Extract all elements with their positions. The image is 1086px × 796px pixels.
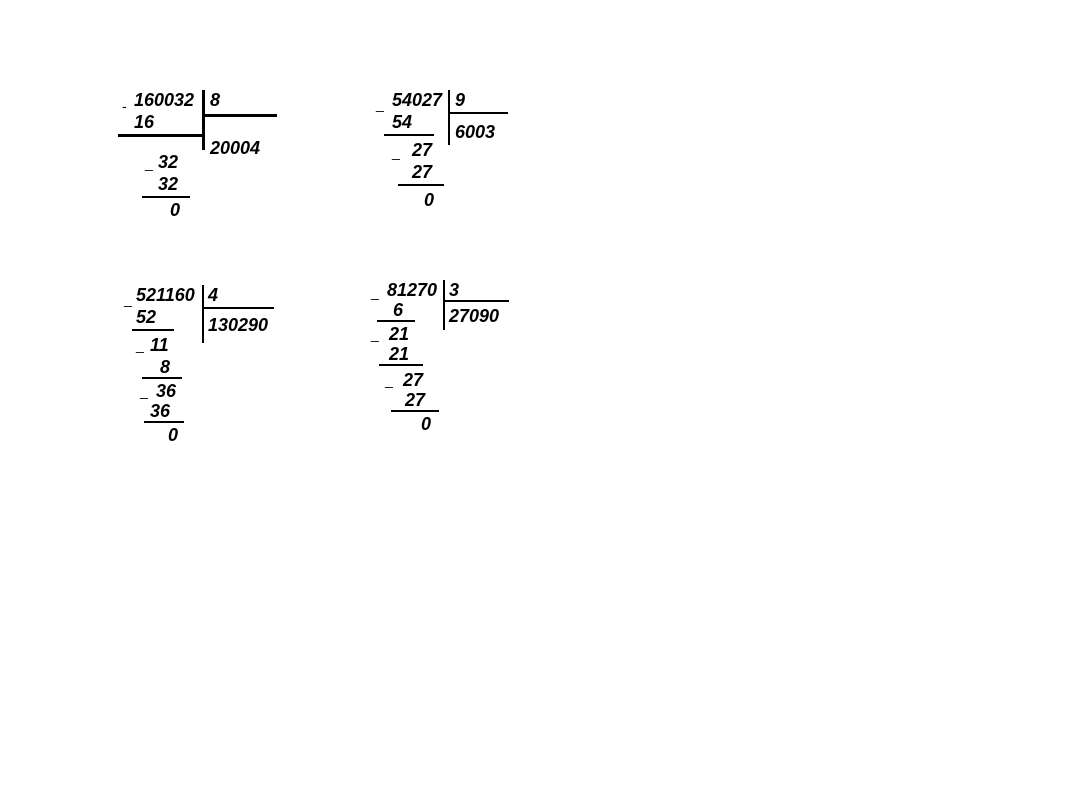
divisor-separator-vertical bbox=[443, 280, 445, 330]
minus-sign: - bbox=[122, 98, 127, 114]
step-value: 36 bbox=[150, 401, 170, 422]
quotient: 130290 bbox=[208, 315, 268, 336]
step-value: 27 bbox=[403, 370, 423, 391]
step-line bbox=[142, 377, 182, 379]
step-value: 0 bbox=[424, 190, 434, 211]
step-value: 27 bbox=[412, 140, 432, 161]
divisor-separator-vertical bbox=[202, 90, 205, 150]
step-line bbox=[132, 329, 174, 331]
step-value: 36 bbox=[156, 381, 176, 402]
divisor: 3 bbox=[449, 280, 459, 301]
quotient: 20004 bbox=[210, 138, 260, 159]
quotient: 6003 bbox=[455, 122, 495, 143]
dividend: 521160 bbox=[136, 285, 195, 306]
quotient-line bbox=[205, 114, 277, 117]
step-value: 8 bbox=[160, 357, 170, 378]
step-line bbox=[398, 184, 444, 186]
quotient-line bbox=[445, 300, 509, 302]
step-value: 0 bbox=[421, 414, 431, 435]
step-value: 16 bbox=[134, 112, 154, 133]
step-line bbox=[384, 134, 434, 136]
quotient-line bbox=[450, 112, 508, 114]
dividend: 81270 bbox=[387, 280, 437, 301]
step-value: 27 bbox=[412, 162, 432, 183]
dividend: 54027 bbox=[392, 90, 442, 111]
minus-sign: _ bbox=[124, 291, 132, 307]
step-line bbox=[118, 134, 203, 137]
step-value: 6 bbox=[393, 300, 403, 321]
step-line bbox=[379, 364, 423, 366]
dividend: 160032 bbox=[134, 90, 194, 111]
minus-sign: _ bbox=[385, 372, 393, 388]
step-value: 54 bbox=[392, 112, 412, 133]
step-value: 21 bbox=[389, 344, 409, 365]
quotient: 27090 bbox=[449, 306, 499, 327]
step-value: 21 bbox=[389, 324, 409, 345]
minus-sign: _ bbox=[376, 96, 384, 112]
step-value: 0 bbox=[168, 425, 178, 446]
minus-sign: _ bbox=[371, 284, 379, 300]
step-value: 32 bbox=[158, 152, 178, 173]
divisor: 9 bbox=[455, 90, 465, 111]
divisor: 4 bbox=[208, 285, 218, 306]
step-line bbox=[144, 421, 184, 423]
divisor: 8 bbox=[210, 90, 220, 111]
step-line bbox=[142, 196, 190, 198]
divisor-separator-vertical bbox=[202, 285, 204, 343]
minus-sign: _ bbox=[145, 155, 153, 171]
step-value: 0 bbox=[170, 200, 180, 221]
minus-sign: _ bbox=[371, 326, 379, 342]
minus-sign: _ bbox=[140, 383, 148, 399]
step-value: 52 bbox=[136, 307, 156, 328]
quotient-line bbox=[204, 307, 274, 309]
minus-sign: _ bbox=[136, 337, 144, 353]
minus-sign: _ bbox=[392, 144, 400, 160]
step-value: 32 bbox=[158, 174, 178, 195]
step-value: 11 bbox=[150, 335, 169, 356]
step-line bbox=[377, 320, 415, 322]
divisor-separator-vertical bbox=[448, 90, 450, 145]
step-value: 27 bbox=[405, 390, 425, 411]
step-line bbox=[391, 410, 439, 412]
